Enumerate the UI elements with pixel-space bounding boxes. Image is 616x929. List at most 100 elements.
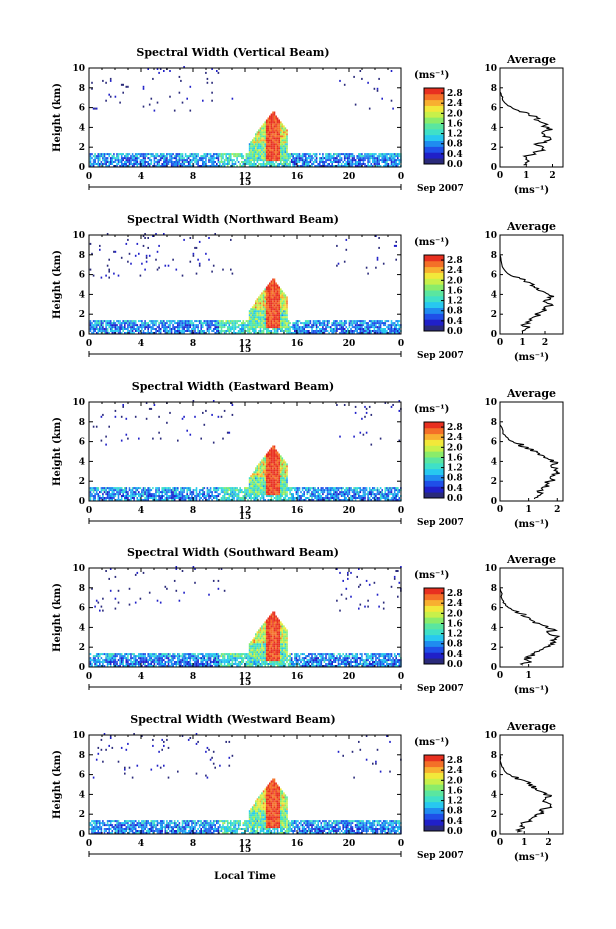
heatmap-cell xyxy=(244,324,246,327)
heatmap-cell xyxy=(192,322,195,325)
heatmap-cell xyxy=(265,306,268,309)
heatmap-cell xyxy=(94,157,96,160)
heatmap-cell xyxy=(273,465,276,468)
heatmap-cell xyxy=(124,487,126,490)
heatmap-cell xyxy=(253,159,255,162)
heatmap-cell xyxy=(297,153,299,156)
heatmap-cell xyxy=(319,159,321,162)
heatmap-cell xyxy=(343,489,346,492)
heatmap-cell xyxy=(256,135,259,138)
heatmap-cell xyxy=(283,306,285,309)
heatmap-cell xyxy=(275,115,277,118)
heatmap-cell xyxy=(262,153,265,156)
heatmap-cell xyxy=(384,159,387,162)
heatmap-cell xyxy=(273,449,276,452)
heatmap-cell xyxy=(211,155,213,158)
heatmap-cell xyxy=(308,491,310,494)
heatmap-cell xyxy=(205,159,207,162)
heatmap-cell xyxy=(387,157,390,160)
heatmap-cell xyxy=(354,330,357,332)
heatmap-cell xyxy=(106,497,109,499)
heatmap-cell xyxy=(180,499,182,501)
heatmap-cell xyxy=(280,308,282,311)
heatmap-cell xyxy=(272,447,274,450)
heatmap-cell xyxy=(265,465,268,468)
y-tick-label: 0 xyxy=(79,163,85,173)
heatmap-cell xyxy=(141,262,143,265)
heatmap-cell xyxy=(169,159,171,162)
heatmap-cell xyxy=(256,137,259,140)
heatmap-cell xyxy=(306,330,309,332)
heatmap-cell xyxy=(378,489,380,492)
heatmap-cell xyxy=(89,499,92,501)
heatmap-cell xyxy=(278,487,280,490)
heatmap-cell xyxy=(264,159,266,162)
heatmap-cell xyxy=(255,489,257,492)
heatmap-cell xyxy=(370,495,373,497)
heatmap-cell xyxy=(286,298,288,301)
heatmap-cell xyxy=(309,159,312,162)
heatmap-cell xyxy=(259,153,262,156)
heatmap-cell xyxy=(272,451,274,454)
heatmap-cell xyxy=(212,161,215,163)
heatmap-cell xyxy=(370,499,373,501)
heatmap-cell xyxy=(108,425,110,428)
heatmap-cell xyxy=(261,294,263,297)
heatmap-cell xyxy=(269,320,271,323)
heatmap-cell xyxy=(242,497,245,499)
heatmap-cell xyxy=(339,332,341,334)
heatmap-cell xyxy=(336,165,338,167)
heatmap-cell xyxy=(145,332,148,334)
heatmap-cell xyxy=(172,491,174,494)
heatmap-cell xyxy=(155,332,157,334)
heatmap-cell xyxy=(102,489,104,492)
heatmap-cell xyxy=(389,165,391,167)
heatmap-cell xyxy=(114,489,117,492)
heatmap-cell xyxy=(280,163,282,165)
heatmap-cell xyxy=(183,330,185,332)
heatmap-cell xyxy=(202,499,204,501)
heatmap-cell xyxy=(269,310,271,313)
heatmap-cell xyxy=(117,274,120,277)
heatmap-cell xyxy=(328,499,330,501)
heatmap-cell xyxy=(281,163,284,165)
heatmap-cell xyxy=(265,145,268,148)
heatmap-cell xyxy=(156,161,159,163)
heatmap-cell xyxy=(365,407,368,410)
heatmap-cell xyxy=(262,497,265,499)
heatmap-cell xyxy=(311,326,313,329)
heatmap-cell xyxy=(109,487,112,490)
heatmap-cell xyxy=(340,153,343,156)
heatmap-cell xyxy=(343,497,346,499)
heatmap-cell xyxy=(309,495,312,497)
heatmap-cell xyxy=(128,159,131,162)
heatmap-cell xyxy=(128,165,131,167)
heatmap-cell xyxy=(148,254,151,257)
heatmap-cell xyxy=(250,481,252,484)
heatmap-cell xyxy=(258,141,260,144)
heatmap-cell xyxy=(250,324,252,327)
heatmap-cell xyxy=(365,411,368,414)
heatmap-cell xyxy=(106,330,109,332)
heatmap-cell xyxy=(153,163,156,165)
heatmap-cell xyxy=(216,320,218,323)
heatmap-cell xyxy=(323,320,326,323)
heatmap-cell xyxy=(292,153,294,156)
heatmap-cell xyxy=(120,153,123,156)
heatmap-cell xyxy=(130,322,132,325)
heatmap-cell xyxy=(170,159,173,162)
heatmap-cell xyxy=(265,127,268,130)
heatmap-cell xyxy=(150,495,153,497)
heatmap-cell xyxy=(364,322,366,325)
heatmap-cell xyxy=(220,332,223,334)
heatmap-cell xyxy=(220,491,223,494)
heatmap-cell xyxy=(390,332,393,334)
heatmap-cell xyxy=(220,489,223,492)
heatmap-cell xyxy=(105,81,107,84)
heatmap-cell xyxy=(284,161,287,163)
heatmap-cell xyxy=(264,165,266,167)
heatmap-cell xyxy=(259,129,262,132)
heatmap-cell xyxy=(212,324,215,327)
heatmap-cell xyxy=(304,165,307,167)
heatmap-cell xyxy=(147,157,149,160)
